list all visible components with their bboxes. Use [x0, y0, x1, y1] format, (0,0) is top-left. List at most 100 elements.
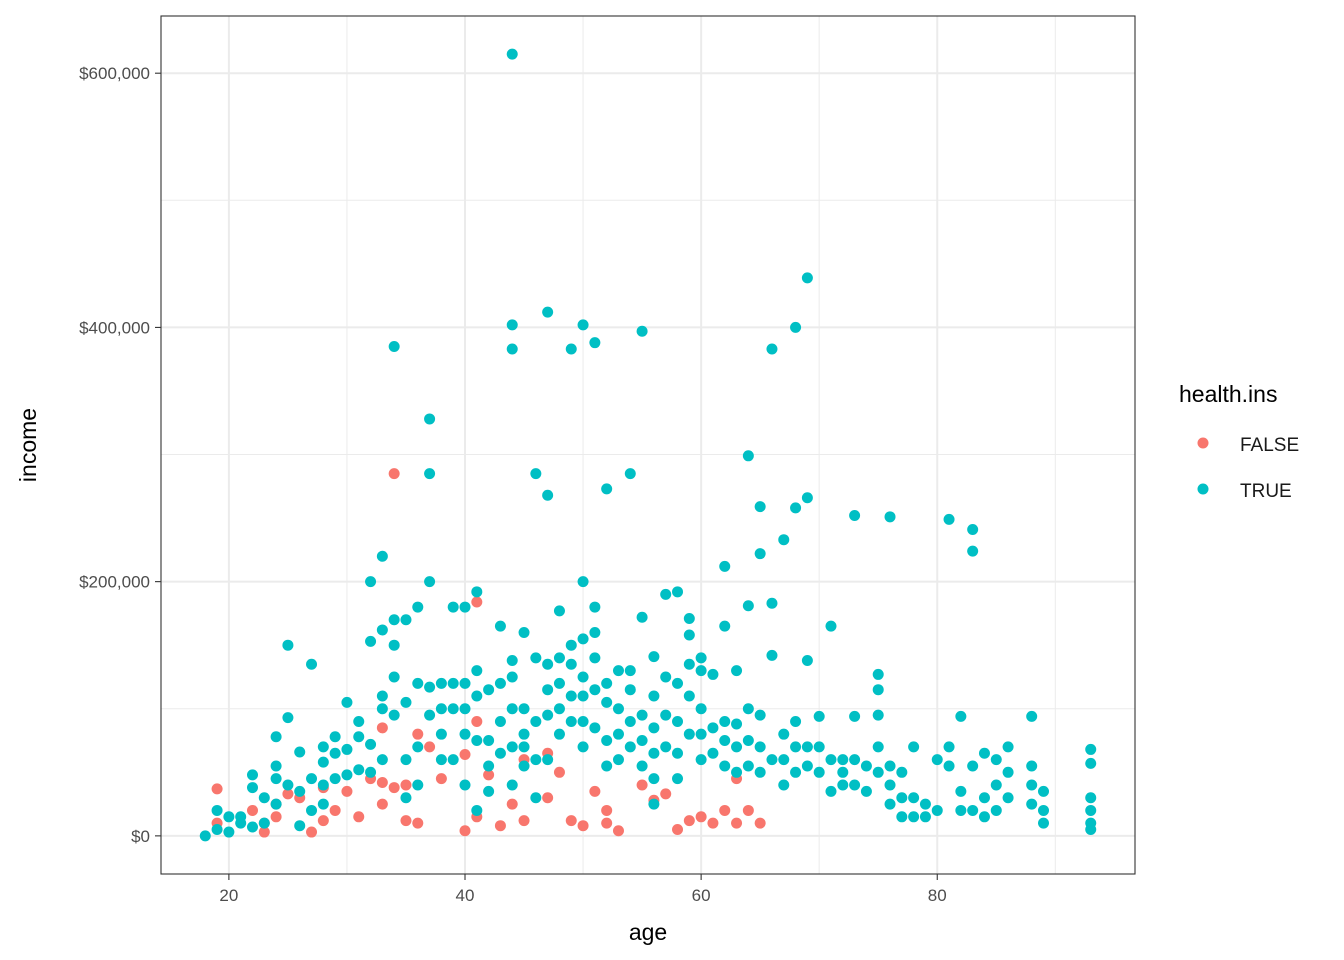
point-true	[707, 722, 719, 734]
point-true	[849, 779, 861, 791]
point-true	[542, 306, 554, 318]
point-true	[908, 792, 920, 804]
point-false	[400, 779, 412, 791]
y-tick-label: $400,000	[79, 318, 150, 337]
point-true	[790, 502, 802, 514]
x-axis-title: age	[629, 919, 667, 945]
point-true	[306, 658, 318, 670]
point-true	[483, 735, 495, 747]
point-true	[766, 649, 778, 661]
point-true	[943, 741, 955, 753]
point-true	[577, 319, 589, 331]
point-true	[506, 343, 518, 355]
point-true	[483, 684, 495, 696]
point-true	[754, 548, 766, 560]
point-false	[542, 792, 554, 804]
point-true	[801, 492, 813, 504]
point-false	[636, 779, 648, 791]
y-axis-title: income	[15, 408, 41, 482]
point-true	[376, 754, 388, 766]
point-true	[353, 715, 365, 727]
point-true	[612, 665, 624, 677]
point-true	[1038, 785, 1050, 797]
point-true	[919, 798, 931, 810]
point-false	[459, 749, 471, 761]
point-false	[412, 817, 424, 829]
point-true	[282, 779, 294, 791]
point-true	[612, 728, 624, 740]
point-true	[412, 677, 424, 689]
point-true	[246, 769, 258, 781]
point-true	[589, 626, 601, 638]
point-true	[424, 709, 436, 721]
point-false	[400, 815, 412, 827]
point-true	[565, 715, 577, 727]
point-true	[754, 741, 766, 753]
point-true	[459, 677, 471, 689]
point-true	[872, 741, 884, 753]
point-true	[365, 738, 377, 750]
point-true	[317, 798, 329, 810]
point-false	[306, 826, 318, 838]
point-true	[353, 731, 365, 743]
point-true	[978, 747, 990, 759]
point-false	[329, 804, 341, 816]
point-true	[672, 773, 684, 785]
x-tick-label: 80	[928, 886, 947, 905]
point-false	[731, 817, 743, 829]
point-true	[813, 766, 825, 778]
point-true	[742, 703, 754, 715]
point-true	[955, 710, 967, 722]
point-true	[341, 769, 353, 781]
point-true	[943, 513, 955, 525]
point-true	[955, 804, 967, 816]
point-false	[589, 785, 601, 797]
point-true	[695, 652, 707, 664]
point-true	[542, 489, 554, 501]
point-true	[246, 821, 258, 833]
point-true	[530, 792, 542, 804]
point-true	[565, 639, 577, 651]
point-true	[542, 754, 554, 766]
point-false	[353, 811, 365, 823]
point-true	[589, 652, 601, 664]
point-true	[801, 741, 813, 753]
point-true	[471, 735, 483, 747]
point-true	[447, 754, 459, 766]
point-true	[990, 779, 1002, 791]
point-true	[967, 524, 979, 536]
point-true	[506, 319, 518, 331]
point-true	[731, 718, 743, 730]
point-true	[636, 735, 648, 747]
point-true	[683, 613, 695, 625]
point-true	[872, 684, 884, 696]
point-true	[967, 545, 979, 557]
point-true	[1002, 741, 1014, 753]
point-true	[1002, 792, 1014, 804]
point-true	[837, 754, 849, 766]
point-false	[376, 798, 388, 810]
point-true	[376, 703, 388, 715]
point-true	[1085, 804, 1097, 816]
point-true	[258, 792, 270, 804]
point-true	[707, 747, 719, 759]
legend-label-true: TRUE	[1240, 481, 1292, 502]
point-true	[813, 710, 825, 722]
point-true	[506, 779, 518, 791]
point-true	[790, 715, 802, 727]
point-true	[825, 785, 837, 797]
point-true	[424, 681, 436, 693]
point-true	[660, 671, 672, 683]
point-true	[849, 510, 861, 522]
point-false	[246, 804, 258, 816]
point-true	[601, 735, 613, 747]
point-true	[577, 576, 589, 588]
x-tick-label: 60	[692, 886, 711, 905]
point-true	[636, 611, 648, 623]
point-true	[719, 620, 731, 632]
point-true	[978, 792, 990, 804]
point-false	[742, 804, 754, 816]
point-false	[282, 788, 294, 800]
point-true	[1085, 792, 1097, 804]
point-true	[825, 754, 837, 766]
